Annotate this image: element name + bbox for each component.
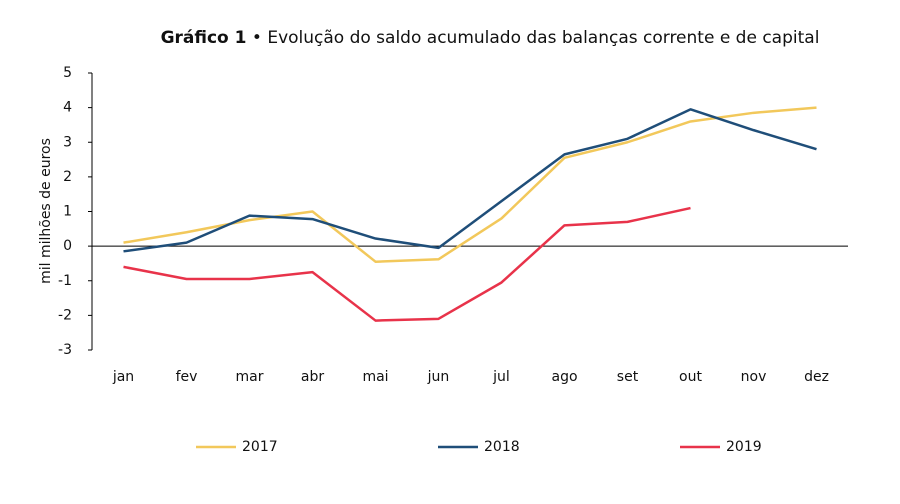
x-tick-label: nov bbox=[741, 369, 767, 385]
series-line bbox=[123, 206, 691, 322]
x-tick-label: ago bbox=[551, 369, 577, 385]
x-tick-label: jul bbox=[492, 369, 510, 385]
series-line bbox=[123, 106, 817, 263]
legend-label: 2019 bbox=[726, 439, 762, 455]
x-tick-label: out bbox=[679, 369, 702, 385]
legend-label: 2017 bbox=[242, 439, 278, 455]
y-tick-label: -3 bbox=[58, 342, 72, 358]
legend-label: 2018 bbox=[484, 439, 520, 455]
x-tick-label: jun bbox=[427, 369, 450, 385]
x-tick-label: mai bbox=[362, 369, 388, 385]
chart-title: Gráfico 1 • Evolução do saldo acumulado … bbox=[130, 26, 850, 50]
y-tick-label: 3 bbox=[63, 134, 72, 150]
y-tick-label: -1 bbox=[58, 273, 72, 289]
y-tick-label: -2 bbox=[58, 307, 72, 323]
title-text: • Evolução do saldo acumulado das balanç… bbox=[251, 28, 820, 48]
y-tick-label: 4 bbox=[63, 100, 72, 116]
x-tick-label: jan bbox=[112, 369, 134, 385]
x-tick-label: abr bbox=[301, 369, 324, 385]
x-tick-label: mar bbox=[236, 369, 264, 385]
y-tick-label: 1 bbox=[63, 204, 72, 220]
y-tick-label: 2 bbox=[63, 169, 72, 185]
x-tick-label: set bbox=[617, 369, 639, 385]
x-tick-label: dez bbox=[804, 369, 829, 385]
y-axis-label: mil milhões de euros bbox=[38, 138, 54, 284]
x-tick-label: fev bbox=[176, 369, 198, 385]
series-line bbox=[123, 108, 817, 253]
title-number: Gráfico 1 bbox=[160, 28, 247, 48]
y-tick-label: 0 bbox=[63, 238, 72, 254]
y-tick-label: 5 bbox=[63, 65, 72, 81]
